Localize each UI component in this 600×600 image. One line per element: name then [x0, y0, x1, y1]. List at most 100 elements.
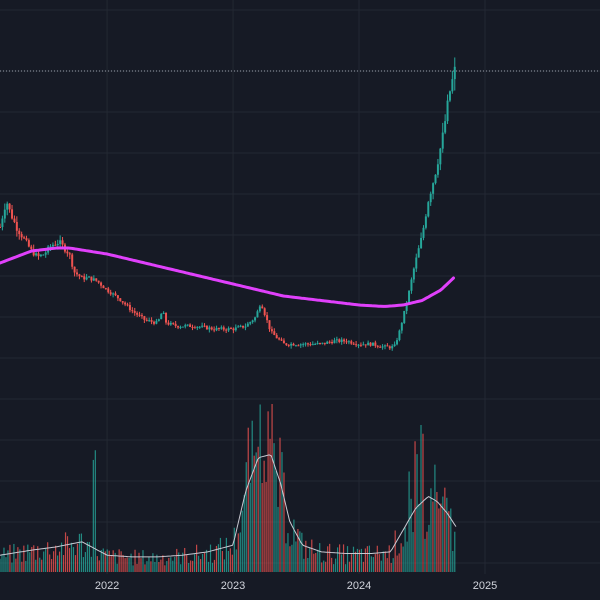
volume-bar [243, 495, 245, 572]
volume-bar [398, 553, 400, 572]
volume-bar [156, 554, 158, 572]
candle-body [251, 320, 254, 323]
candle-body [30, 246, 33, 250]
volume-bar [168, 557, 170, 572]
volume-bar [392, 558, 394, 572]
candle-body [388, 346, 391, 349]
candle-body [78, 274, 81, 277]
candle-body [429, 193, 432, 203]
candle-body [203, 325, 206, 327]
candle-body [393, 344, 396, 347]
volume-bar [166, 560, 168, 572]
volume-bar [295, 541, 297, 572]
volume-bar [182, 552, 184, 572]
volume-bar [104, 551, 106, 572]
volume-bar [78, 533, 81, 572]
candle-body [362, 344, 365, 346]
candle-body [417, 248, 420, 258]
volume-bar [100, 549, 102, 572]
candle-body [234, 327, 237, 331]
candle-body [186, 324, 189, 326]
volume-bar [134, 549, 136, 572]
candle-body [424, 216, 427, 228]
candle-body [145, 319, 148, 321]
volume-bar [247, 427, 249, 572]
volume-bar [428, 524, 430, 572]
candle-body [367, 342, 370, 346]
volume-bar [410, 498, 412, 572]
volume-bar [289, 546, 291, 572]
volume-bar [370, 556, 372, 572]
volume-bar [376, 545, 378, 572]
volume-bar [257, 446, 259, 572]
candle-body [71, 254, 74, 267]
volume-bar [283, 472, 285, 572]
volume-bar [313, 553, 315, 572]
candle-body [412, 268, 415, 280]
candle-body [436, 164, 439, 175]
volume-bar [446, 497, 448, 572]
candle-body [116, 295, 119, 299]
volume-bar [360, 548, 363, 572]
volume-bar [333, 564, 335, 572]
candle-body [451, 79, 454, 92]
candle-body [136, 312, 139, 315]
volume-bar [329, 543, 331, 572]
volume-bar [146, 561, 148, 572]
candle-body [405, 303, 408, 311]
x-tick-label: 2024 [347, 580, 371, 592]
volume-bar [454, 531, 456, 572]
volume-bar [293, 519, 295, 572]
candle-body [282, 340, 285, 344]
volume-bar [194, 554, 196, 572]
candle-body [143, 316, 146, 320]
volume-bar [211, 562, 214, 572]
volume-bar [335, 558, 337, 572]
volume-bar [297, 529, 299, 572]
volume-bar [25, 560, 27, 572]
candle-body [246, 323, 249, 327]
volume-bar [307, 558, 309, 572]
candle-body [215, 327, 218, 331]
candle-body [18, 230, 21, 235]
volume-bar [21, 561, 23, 572]
volume-bar [176, 548, 178, 572]
candle-body [205, 325, 208, 330]
candle-body [347, 341, 350, 343]
volume-bar [51, 559, 53, 572]
volume-bar [120, 551, 122, 572]
candle-body [92, 278, 95, 281]
volume-bar [192, 560, 194, 572]
volume-bar [43, 551, 45, 572]
volume-bar [162, 555, 164, 572]
candle-body [181, 326, 184, 328]
volume-bar [261, 482, 263, 572]
volume-bar [225, 537, 227, 572]
volume-bar [62, 555, 65, 572]
candle-body [167, 322, 170, 325]
volume-bar [354, 551, 357, 572]
candle-body [13, 218, 16, 222]
volume-bar [64, 532, 67, 572]
volume-bar [221, 551, 224, 572]
volume-bar [47, 542, 49, 572]
candle-body [432, 183, 435, 194]
volume-bar [251, 420, 253, 572]
candle-body [270, 329, 273, 332]
volume-bar [241, 510, 243, 572]
candle-body [140, 315, 143, 317]
candle-body [222, 327, 225, 330]
candle-body [201, 325, 204, 327]
candle-body [95, 278, 98, 281]
candle-body [83, 276, 86, 280]
volume-bar [432, 501, 434, 572]
candle-body [369, 342, 372, 346]
volume-bar [199, 559, 202, 572]
volume-bar [53, 551, 55, 572]
volume-bar [418, 504, 420, 572]
candle-body [107, 288, 110, 293]
volume-bar [382, 551, 384, 572]
candle-body [193, 327, 196, 329]
volume-bar [160, 559, 162, 572]
